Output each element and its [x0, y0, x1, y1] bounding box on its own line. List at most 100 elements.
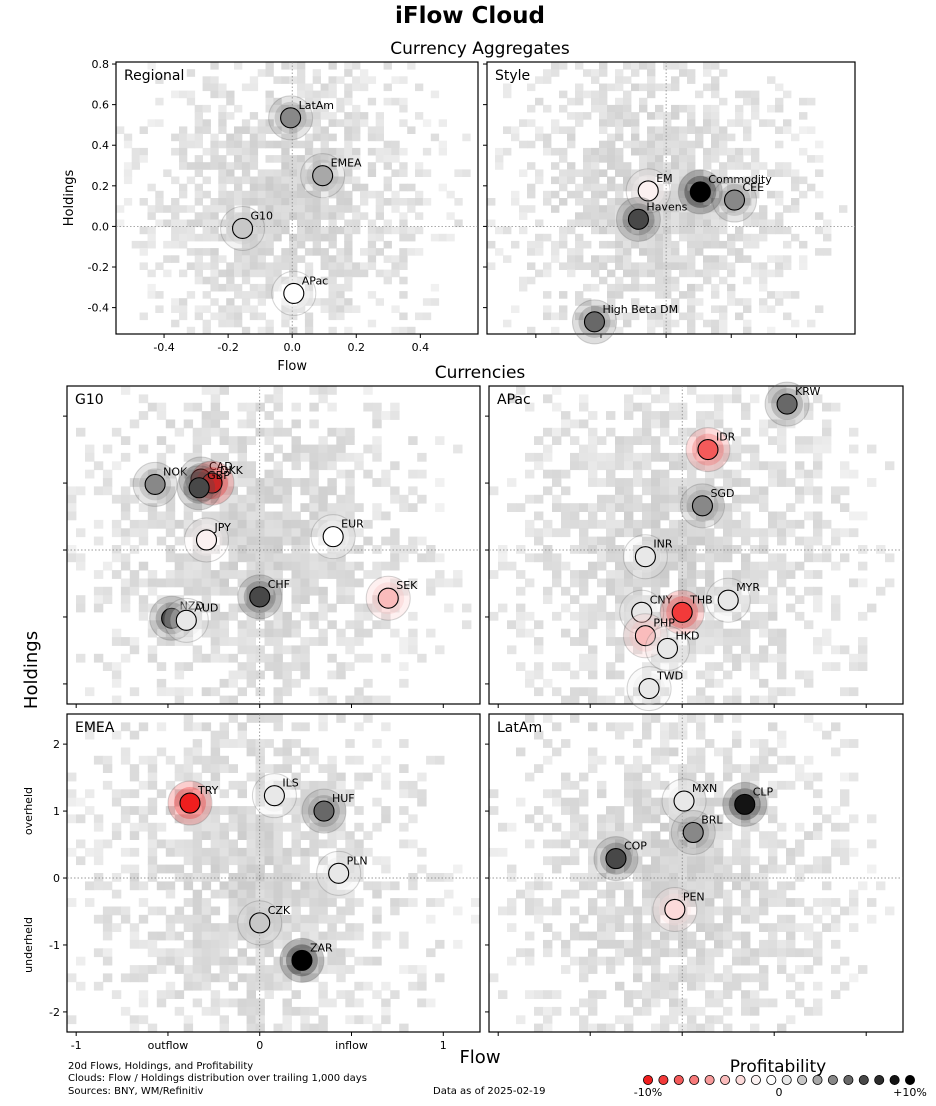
cloud-cell — [727, 233, 736, 242]
cloud-cell — [210, 889, 221, 899]
cloud-cell — [300, 570, 310, 579]
cloud-cell — [273, 97, 282, 106]
cloud-cell — [399, 169, 408, 177]
cloud-cell — [76, 528, 86, 538]
cloud-cell — [85, 730, 95, 740]
cloud-cell — [813, 519, 823, 529]
cloud-cell — [822, 662, 832, 671]
cloud-cell — [732, 973, 742, 983]
cloud-cell — [767, 76, 776, 84]
cloud-cell — [179, 140, 188, 149]
cloud-cell — [768, 637, 778, 646]
cloud-cell — [525, 469, 535, 479]
point-marker — [280, 107, 302, 129]
cloud-cell — [669, 1006, 679, 1016]
cloud-cell — [723, 545, 733, 554]
cloud-cell — [561, 739, 571, 748]
cloud-cell — [591, 90, 600, 99]
point-label: BRL — [701, 813, 723, 826]
cloud-cell — [671, 276, 680, 285]
cloud-cell — [228, 553, 238, 563]
cloud-cell — [703, 62, 712, 70]
panel-label-g10: G10 — [75, 392, 104, 408]
cloud-cell — [375, 212, 384, 220]
cloud-cell — [246, 662, 256, 671]
cloud-cell — [171, 147, 180, 156]
cloud-cell — [714, 486, 724, 496]
cloud-cell — [186, 233, 196, 242]
cloud-cell — [759, 570, 769, 579]
cloud-cell — [642, 478, 652, 487]
cloud-cell — [201, 764, 212, 773]
panel-frame — [66, 385, 481, 705]
cloud-cell — [705, 611, 715, 621]
cloud-cell — [543, 881, 553, 891]
cloud-cell — [795, 898, 805, 907]
cloud-cell — [320, 83, 329, 92]
cloud-cell — [543, 739, 553, 748]
cloud-cell — [186, 262, 196, 270]
cloud-cell — [615, 578, 625, 588]
cloud-cell — [375, 112, 384, 120]
cloud-cell — [583, 240, 592, 249]
cloud-cell — [383, 219, 392, 228]
cloud-cell — [732, 714, 742, 723]
cloud-cell — [234, 198, 243, 206]
cloud-cell — [624, 772, 634, 782]
cloud-cell — [300, 864, 310, 874]
cloud-cell — [615, 730, 625, 740]
cloud-cell — [687, 973, 697, 983]
cloud-cell — [344, 119, 353, 127]
cloud-cell — [246, 990, 256, 999]
cloud-cell — [123, 169, 133, 177]
cloud-cell — [768, 695, 778, 705]
cloud-cell — [642, 889, 652, 899]
cloud-cell — [714, 873, 724, 882]
cloud-cell — [219, 755, 229, 765]
cloud-cell — [750, 662, 760, 671]
cloud-cell — [309, 747, 319, 757]
cloud-cell — [237, 864, 247, 874]
cloud-cell — [265, 126, 274, 134]
cloud-cell — [804, 772, 814, 782]
cloud-cell — [210, 394, 221, 404]
cloud-cell — [561, 586, 571, 596]
cloud-cell — [815, 140, 824, 149]
cloud-cell — [714, 553, 724, 563]
cloud-cell — [579, 822, 589, 832]
point-php: PHP — [622, 613, 675, 659]
cloud-cell — [138, 806, 149, 815]
cloud-cell — [415, 212, 424, 220]
cloud-cell — [210, 730, 221, 740]
cloud-cell — [663, 205, 672, 213]
cloud-cell — [735, 162, 744, 170]
cloud-cell — [318, 981, 328, 991]
cloud-cell — [328, 269, 337, 278]
cloud-cell — [714, 603, 724, 613]
cloud-cell — [85, 469, 95, 479]
cloud-cell — [147, 519, 158, 529]
cloud-cell — [318, 528, 328, 538]
cloud-cell — [750, 595, 760, 604]
point-label: NOK — [163, 465, 188, 478]
cloud-cell — [219, 653, 229, 663]
cloud-cell — [823, 248, 832, 256]
cloud-cell — [210, 780, 221, 790]
cloud-cell — [304, 226, 314, 235]
cloud-cell — [219, 427, 229, 437]
cloud-cell — [768, 653, 778, 663]
cloud-cell — [344, 126, 353, 134]
panel-regional: Regional-0.4 -0.2 0.0 0.2 0.4-0.4-0.20.00.20… — [62, 58, 479, 374]
cloud-cell — [498, 822, 508, 832]
cloud-cell — [651, 923, 661, 932]
cloud-cell — [344, 219, 353, 228]
cloud-cell — [791, 233, 800, 242]
cloud-cell — [183, 519, 194, 529]
cloud-cell — [282, 687, 292, 697]
cloud-cell — [255, 981, 265, 991]
cloud-cell — [525, 528, 535, 538]
cloud-cell — [237, 973, 247, 983]
point-marker — [249, 586, 271, 608]
cloud-cell — [67, 486, 77, 496]
cloud-cell — [695, 298, 704, 306]
